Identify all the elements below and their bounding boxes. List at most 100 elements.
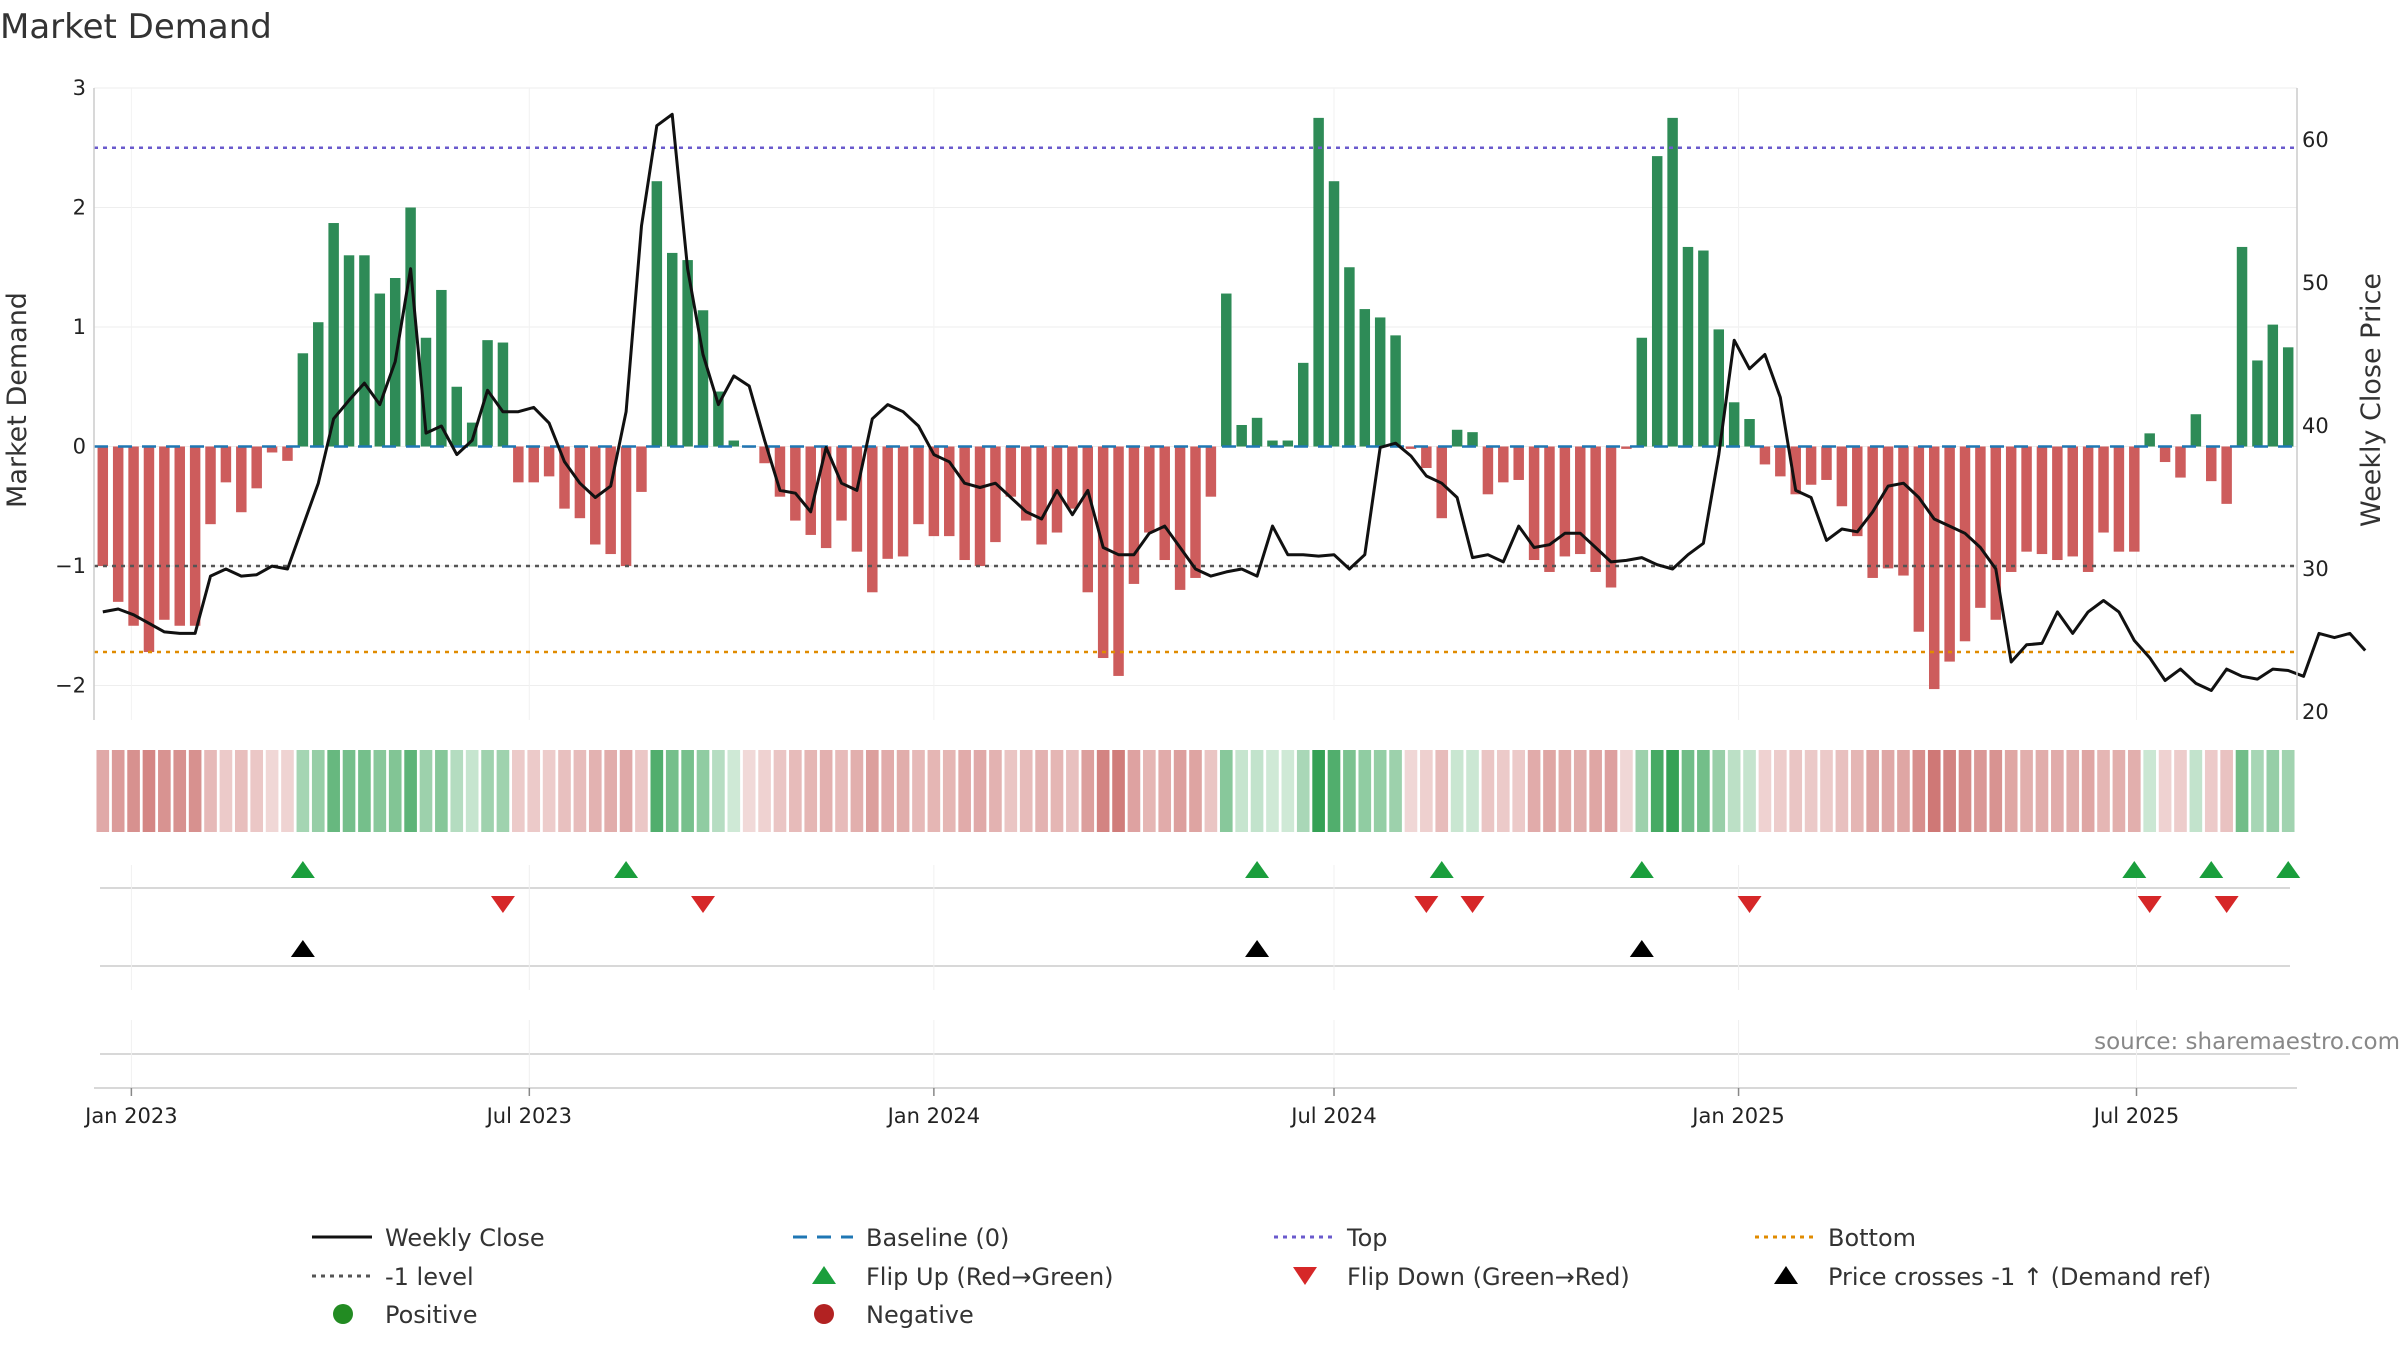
heat-cell <box>234 750 248 832</box>
demand-bar-negative <box>1805 446 1817 485</box>
demand-bar-negative <box>2113 446 2125 552</box>
demand-bar-negative <box>1144 446 1155 533</box>
heat-cell <box>481 750 494 832</box>
y-tick-label: 0 <box>73 435 86 459</box>
price-cross-marker <box>1629 940 1654 957</box>
heat-cell <box>681 750 694 832</box>
demand-bar-positive <box>313 322 324 447</box>
heat-cell <box>773 750 787 832</box>
demand-bar-negative <box>1975 446 1986 608</box>
heat-cell <box>850 750 864 832</box>
demand-bar-negative <box>1205 446 1217 497</box>
price-cross-marker <box>1245 940 1270 957</box>
heat-cell <box>496 750 510 832</box>
heat-cell <box>1189 750 1202 832</box>
heat-cell <box>2204 750 2218 832</box>
heat-cell <box>1527 750 1541 832</box>
y2-tick-label: 40 <box>2302 414 2329 438</box>
heat-cell <box>865 750 879 832</box>
y-tick-label: −1 <box>55 554 86 578</box>
heat-cell <box>1173 750 1187 832</box>
legend-price-cross-icon <box>1774 1266 1798 1284</box>
demand-bar-negative <box>2098 446 2109 533</box>
price-cross-marker <box>290 940 315 957</box>
demand-bar-negative <box>1590 446 1601 572</box>
flip-down-marker <box>691 896 716 913</box>
demand-bar-positive <box>405 207 416 447</box>
heat-cell <box>1635 750 1649 832</box>
x-tick-label: Jan 2025 <box>1690 1104 1785 1128</box>
x-tick-label: Jan 2024 <box>886 1104 981 1128</box>
demand-bar-negative <box>774 446 786 497</box>
heat-cell <box>1250 750 1264 832</box>
demand-bar-positive <box>682 260 693 447</box>
heat-cell <box>373 750 387 832</box>
heat-cell <box>1727 750 1741 832</box>
demand-bar-negative <box>605 446 616 555</box>
flip-down-marker <box>1460 896 1485 913</box>
heat-cell <box>419 750 433 832</box>
heat-cell <box>1604 750 1618 832</box>
flip-down-marker <box>490 896 515 913</box>
legend-flip-up: Flip Up (Red→Green) <box>866 1263 1114 1291</box>
flip-down-marker <box>1737 896 1762 913</box>
demand-bar-negative <box>990 446 1001 543</box>
demand-bar-positive <box>1390 335 1401 447</box>
demand-bar-negative <box>1852 446 1863 537</box>
heat-cell <box>158 750 171 832</box>
demand-bar-negative <box>1544 446 1555 572</box>
legend-positive-dot <box>333 1304 353 1324</box>
heat-cell <box>1774 750 1787 832</box>
demand-bar-positive <box>666 252 678 447</box>
heat-cell <box>127 750 140 832</box>
heat-cell <box>527 750 541 832</box>
x-tick-label: Jan 2023 <box>83 1104 178 1128</box>
demand-bar-negative <box>1990 446 2002 620</box>
flip-down-marker <box>1414 896 1439 913</box>
y-axis-label: Market Demand <box>2 292 33 508</box>
demand-bar-positive <box>2252 360 2263 447</box>
heat-cell <box>1343 750 1356 832</box>
demand-bar-negative <box>759 446 770 464</box>
heat-cell <box>404 750 417 832</box>
heat-cell <box>2281 750 2295 832</box>
y2-tick-label: 20 <box>2302 700 2329 724</box>
demand-bar-negative <box>867 446 878 593</box>
demand-bar-negative <box>805 446 816 535</box>
heat-cell <box>1989 750 2003 832</box>
heat-cell <box>1327 750 1341 832</box>
heat-cell <box>2220 750 2233 832</box>
demand-bar-positive <box>1698 250 1709 447</box>
demand-bar-positive <box>1297 362 1309 447</box>
heat-cell <box>204 750 217 832</box>
demand-bar-negative <box>1405 446 1417 449</box>
y-tick-label: 3 <box>73 76 86 100</box>
demand-bar-positive <box>1744 419 1755 447</box>
demand-bar-negative <box>959 446 970 561</box>
heat-cell <box>604 750 617 832</box>
demand-bar-negative <box>282 446 293 461</box>
demand-bar-positive <box>466 422 478 447</box>
legend-flip-up-icon <box>812 1266 836 1284</box>
demand-bar-negative <box>1775 446 1786 477</box>
demand-bar-negative <box>220 446 232 483</box>
heat-cell <box>1650 750 1664 832</box>
heat-cell <box>1820 750 1833 832</box>
demand-bar-positive <box>297 353 309 447</box>
demand-bar-negative <box>1113 446 1124 676</box>
heat-cell <box>96 750 110 832</box>
legend-weekly-close: Weekly Close <box>385 1224 545 1252</box>
heat-cell <box>1512 750 1526 832</box>
flip-up-marker <box>2199 861 2224 878</box>
heat-cell <box>1435 750 1449 832</box>
heat-cell <box>450 750 464 832</box>
heat-cell <box>1897 750 1910 832</box>
heat-cell <box>1543 750 1556 832</box>
y2-tick-label: 60 <box>2302 128 2329 152</box>
heat-cell <box>2251 750 2264 832</box>
heat-cell <box>1420 750 1433 832</box>
demand-bar-positive <box>1374 317 1386 447</box>
legend-flip-down-icon <box>1293 1267 1317 1285</box>
heat-cell <box>1019 750 1033 832</box>
legend-positive: Positive <box>385 1301 478 1329</box>
